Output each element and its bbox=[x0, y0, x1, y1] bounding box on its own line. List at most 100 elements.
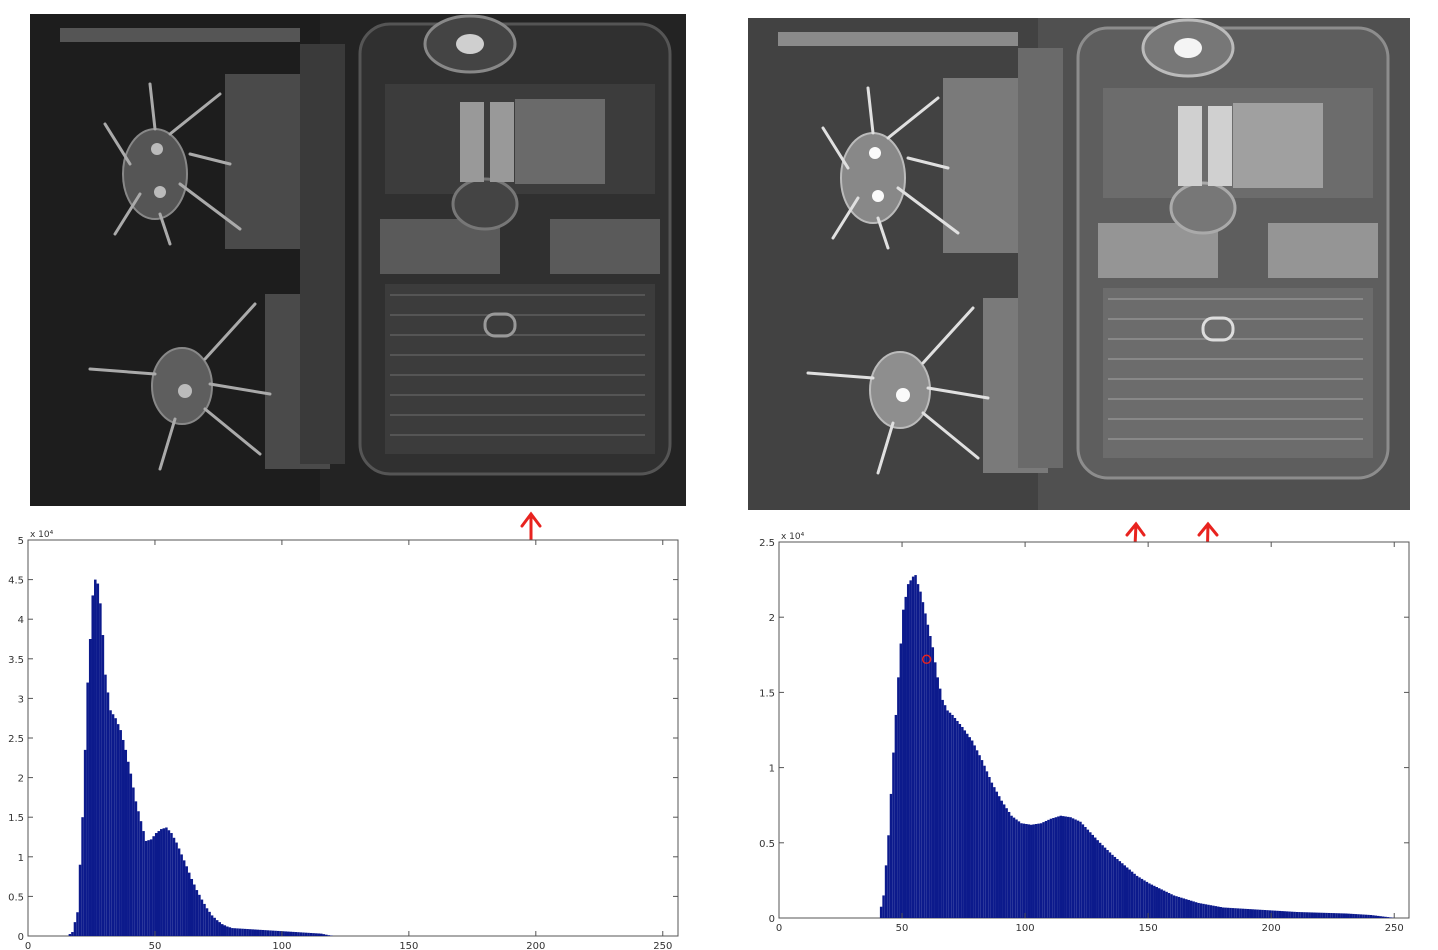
histogram-bar bbox=[1027, 824, 1031, 918]
histogram-bar bbox=[1140, 878, 1144, 918]
histogram-bar bbox=[1367, 914, 1370, 918]
histogram-bar bbox=[127, 761, 130, 936]
y-tick-label: 0.5 bbox=[759, 839, 775, 850]
histogram-bar bbox=[152, 836, 155, 936]
histogram-bar bbox=[1214, 906, 1218, 918]
histogram-bar bbox=[154, 833, 158, 936]
histogram-bar bbox=[1084, 827, 1087, 918]
histogram-bar bbox=[1128, 869, 1131, 918]
histogram-bar bbox=[1103, 847, 1107, 918]
histogram-bar bbox=[170, 833, 173, 936]
histogram-bar bbox=[1052, 817, 1055, 918]
histogram-bar bbox=[906, 584, 910, 918]
histogram-bar bbox=[1002, 804, 1006, 918]
histogram-bar bbox=[132, 787, 135, 936]
histogram-bar bbox=[1086, 829, 1090, 918]
histogram-bar bbox=[1074, 819, 1077, 918]
histogram-bar bbox=[973, 745, 976, 918]
histogram-bar bbox=[882, 895, 885, 918]
histogram-bar bbox=[931, 647, 935, 918]
histogram-bar bbox=[1123, 865, 1126, 918]
histogram-bar bbox=[88, 639, 92, 936]
histogram-bar bbox=[162, 828, 166, 936]
histogram-bar bbox=[924, 613, 927, 918]
x-tick-label: 0 bbox=[776, 923, 782, 934]
histogram-bar bbox=[116, 724, 120, 936]
histogram-bar bbox=[1327, 912, 1331, 918]
histogram-bar bbox=[1138, 877, 1141, 918]
histogram-bar bbox=[121, 739, 125, 936]
histogram-bar bbox=[961, 726, 964, 918]
histogram-bar bbox=[1108, 852, 1112, 918]
histogram-bar bbox=[317, 933, 320, 936]
histogram-bar bbox=[208, 911, 211, 936]
histogram-bar bbox=[238, 928, 242, 936]
histogram-bar bbox=[1300, 912, 1304, 918]
histogram-bar bbox=[1069, 817, 1072, 918]
histogram-bar bbox=[94, 579, 97, 936]
histogram-bar bbox=[1281, 911, 1284, 918]
histogram-bar bbox=[1253, 909, 1257, 918]
histogram-bar bbox=[1081, 824, 1085, 918]
histogram-bar bbox=[1330, 913, 1333, 918]
histogram-bar bbox=[1039, 823, 1043, 918]
histogram-bar bbox=[215, 920, 219, 936]
histogram-bar bbox=[1357, 914, 1360, 918]
y-tick-label: 0 bbox=[769, 914, 775, 925]
histogram-bar bbox=[1246, 908, 1250, 918]
histogram-bar bbox=[294, 932, 298, 936]
histogram-bar bbox=[1234, 908, 1237, 918]
histogram-bar bbox=[172, 837, 176, 936]
histogram-bar bbox=[1364, 914, 1368, 918]
histogram-bar bbox=[1362, 914, 1365, 918]
histogram-bar bbox=[953, 717, 957, 918]
histogram-bar bbox=[228, 927, 232, 936]
y-tick-label: 0 bbox=[18, 932, 24, 943]
histogram-bar bbox=[902, 609, 905, 918]
histogram-bar bbox=[951, 714, 954, 918]
histogram-bar bbox=[76, 912, 79, 936]
histogram-bar bbox=[919, 591, 922, 918]
histogram-bar bbox=[1170, 894, 1173, 918]
x-tick-label: 200 bbox=[1262, 923, 1281, 934]
histogram-bar bbox=[236, 928, 239, 936]
histogram-bar bbox=[879, 906, 883, 918]
histogram-bar bbox=[948, 712, 952, 918]
histogram-bar bbox=[1374, 915, 1378, 918]
histogram-bar bbox=[304, 932, 308, 936]
histogram-bar bbox=[1022, 823, 1026, 918]
histogram-bar bbox=[1116, 859, 1119, 918]
histogram-bar bbox=[309, 932, 313, 936]
histogram-bar bbox=[1288, 911, 1291, 918]
histogram-bar bbox=[1153, 885, 1156, 918]
y-tick-label: 2.5 bbox=[8, 734, 24, 745]
data-cursor-marker bbox=[921, 654, 932, 665]
histogram-bar bbox=[165, 827, 168, 936]
photo-equalized-airport bbox=[748, 18, 1410, 510]
histogram-bar bbox=[106, 692, 110, 936]
histogram-bar bbox=[978, 755, 981, 918]
histogram-bar bbox=[269, 930, 272, 936]
histogram-bar bbox=[1189, 900, 1193, 918]
histogram-bar bbox=[1305, 912, 1309, 918]
histogram-bar bbox=[1340, 913, 1343, 918]
histogram-bar bbox=[1298, 912, 1301, 918]
histogram-bar bbox=[1372, 915, 1375, 918]
histogram-bar bbox=[157, 831, 161, 936]
histogram-bar bbox=[1386, 917, 1390, 918]
histogram-bar bbox=[1315, 912, 1318, 918]
histogram-bar bbox=[195, 890, 199, 936]
histogram-bar bbox=[210, 915, 214, 936]
histogram-bar bbox=[200, 899, 204, 936]
histogram-bar bbox=[1017, 821, 1021, 918]
histogram-bar bbox=[1241, 908, 1245, 918]
y-tick-label: 1 bbox=[769, 764, 775, 775]
histogram-bar bbox=[926, 624, 930, 918]
histogram-bar bbox=[284, 931, 287, 936]
y-tick-label: 3 bbox=[18, 694, 24, 705]
histogram-bar bbox=[1209, 905, 1213, 918]
histogram-bar bbox=[988, 777, 991, 918]
histogram-bar bbox=[104, 674, 107, 936]
histogram-bar bbox=[1320, 912, 1323, 918]
histogram-bar bbox=[1049, 818, 1053, 918]
